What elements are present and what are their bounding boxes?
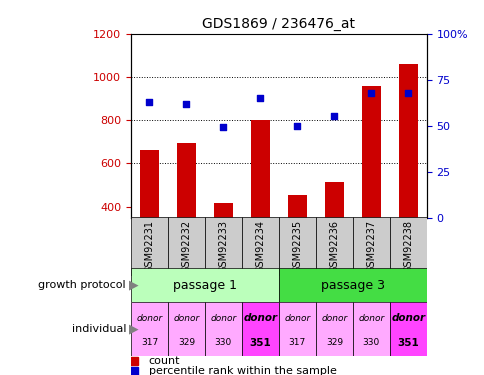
Text: growth protocol: growth protocol xyxy=(38,280,126,290)
Point xyxy=(404,90,411,96)
Text: GSM92233: GSM92233 xyxy=(218,220,228,273)
Text: GSM92237: GSM92237 xyxy=(365,220,376,273)
FancyBboxPatch shape xyxy=(242,217,278,276)
FancyBboxPatch shape xyxy=(389,302,426,356)
Text: 351: 351 xyxy=(396,338,418,348)
FancyBboxPatch shape xyxy=(131,217,167,276)
Text: passage 3: passage 3 xyxy=(320,279,384,291)
Point xyxy=(256,95,264,101)
Text: percentile rank within the sample: percentile rank within the sample xyxy=(149,366,336,375)
Text: GSM92235: GSM92235 xyxy=(292,220,302,273)
Bar xyxy=(140,150,158,217)
FancyBboxPatch shape xyxy=(278,302,315,356)
FancyBboxPatch shape xyxy=(167,217,204,276)
Text: donor: donor xyxy=(243,313,277,323)
FancyBboxPatch shape xyxy=(278,217,315,276)
Bar xyxy=(324,182,343,218)
Text: ▶: ▶ xyxy=(128,279,138,291)
Text: donor: donor xyxy=(358,314,384,322)
Text: 330: 330 xyxy=(214,338,231,347)
Text: GSM92238: GSM92238 xyxy=(403,220,412,273)
FancyBboxPatch shape xyxy=(389,217,426,276)
Text: donor: donor xyxy=(320,314,347,322)
Text: individual: individual xyxy=(72,324,126,334)
Text: 329: 329 xyxy=(325,338,342,347)
Point xyxy=(293,123,301,129)
Text: donor: donor xyxy=(210,314,236,322)
Text: GSM92234: GSM92234 xyxy=(255,220,265,273)
Bar xyxy=(398,64,417,217)
Text: donor: donor xyxy=(173,314,199,322)
Bar xyxy=(362,86,380,218)
FancyBboxPatch shape xyxy=(352,302,389,356)
Text: GSM92232: GSM92232 xyxy=(181,220,191,273)
Point xyxy=(182,100,190,106)
Point xyxy=(145,99,153,105)
Title: GDS1869 / 236476_at: GDS1869 / 236476_at xyxy=(202,17,355,32)
Bar xyxy=(177,143,195,218)
Point xyxy=(330,113,337,119)
FancyBboxPatch shape xyxy=(242,302,278,356)
Point xyxy=(367,90,375,96)
Text: passage 1: passage 1 xyxy=(173,279,236,291)
Text: 329: 329 xyxy=(178,338,195,347)
FancyBboxPatch shape xyxy=(352,217,389,276)
FancyBboxPatch shape xyxy=(167,302,204,356)
Text: GSM92236: GSM92236 xyxy=(329,220,339,273)
Point xyxy=(219,124,227,130)
FancyBboxPatch shape xyxy=(315,217,352,276)
FancyBboxPatch shape xyxy=(204,302,242,356)
FancyBboxPatch shape xyxy=(204,217,242,276)
Text: 317: 317 xyxy=(288,338,305,347)
Bar xyxy=(251,120,269,218)
FancyBboxPatch shape xyxy=(131,268,278,302)
Bar xyxy=(214,204,232,218)
Text: donor: donor xyxy=(284,314,310,322)
FancyBboxPatch shape xyxy=(131,302,167,356)
Text: ▶: ▶ xyxy=(128,322,138,336)
Bar xyxy=(287,195,306,217)
Text: 317: 317 xyxy=(140,338,158,347)
Text: count: count xyxy=(149,356,180,366)
Text: 351: 351 xyxy=(249,338,271,348)
FancyBboxPatch shape xyxy=(278,268,426,302)
Text: 330: 330 xyxy=(362,338,379,347)
Text: donor: donor xyxy=(136,314,162,322)
Text: donor: donor xyxy=(391,313,424,323)
Text: GSM92231: GSM92231 xyxy=(144,220,154,273)
FancyBboxPatch shape xyxy=(315,302,352,356)
